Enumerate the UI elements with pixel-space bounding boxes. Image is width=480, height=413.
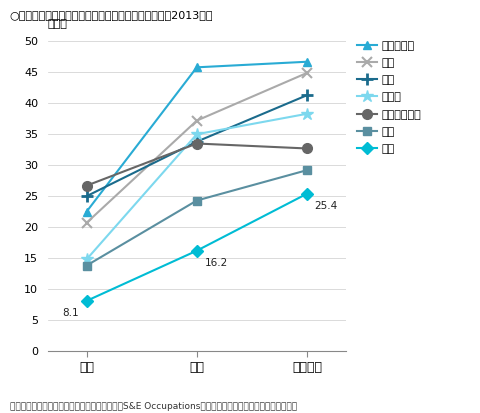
Text: ○調査対象国における女性研究者の割合（各部門）（2013年）: ○調査対象国における女性研究者の割合（各部門）（2013年） — [10, 10, 213, 20]
ドイツ — [84, 257, 89, 262]
ノルウェイ — [84, 209, 89, 214]
Line: ノルウェイ: ノルウェイ — [83, 57, 311, 216]
ドイツ — [304, 111, 310, 116]
日本 — [304, 191, 310, 196]
韓国 — [84, 263, 89, 268]
Line: 英国: 英国 — [82, 68, 312, 228]
日本 — [194, 248, 200, 253]
韓国 — [194, 198, 200, 203]
シンガポール — [194, 141, 200, 146]
米国 — [84, 194, 89, 199]
韓国 — [304, 168, 310, 173]
Line: 米国: 米国 — [81, 90, 312, 202]
英国 — [304, 70, 310, 75]
日本 — [84, 298, 89, 303]
Text: 25.4: 25.4 — [315, 201, 338, 211]
Line: ドイツ: ドイツ — [80, 107, 313, 266]
Text: 16.2: 16.2 — [204, 258, 228, 268]
Line: 日本: 日本 — [83, 190, 311, 305]
英国 — [194, 118, 200, 123]
ノルウェイ — [194, 65, 200, 70]
米国 — [304, 93, 310, 98]
Legend: ノルウェイ, 英国, 米国, ドイツ, シンガポール, 韓国, 日本: ノルウェイ, 英国, 米国, ドイツ, シンガポール, 韓国, 日本 — [357, 40, 421, 154]
Line: 韓国: 韓国 — [83, 166, 311, 270]
Line: シンガポール: シンガポール — [82, 139, 312, 190]
英国 — [84, 220, 89, 225]
Text: 注）米国のデータは、科学・エンジニア職種（S&E Occupations）において雇用されている、学士以上の: 注）米国のデータは、科学・エンジニア職種（S&E Occupations）におい… — [10, 402, 297, 411]
米国 — [194, 139, 200, 144]
ドイツ — [194, 132, 200, 137]
Text: 8.1: 8.1 — [62, 308, 79, 318]
Text: （％）: （％） — [48, 19, 68, 29]
シンガポール — [304, 146, 310, 151]
ノルウェイ — [304, 59, 310, 64]
シンガポール — [84, 183, 89, 188]
